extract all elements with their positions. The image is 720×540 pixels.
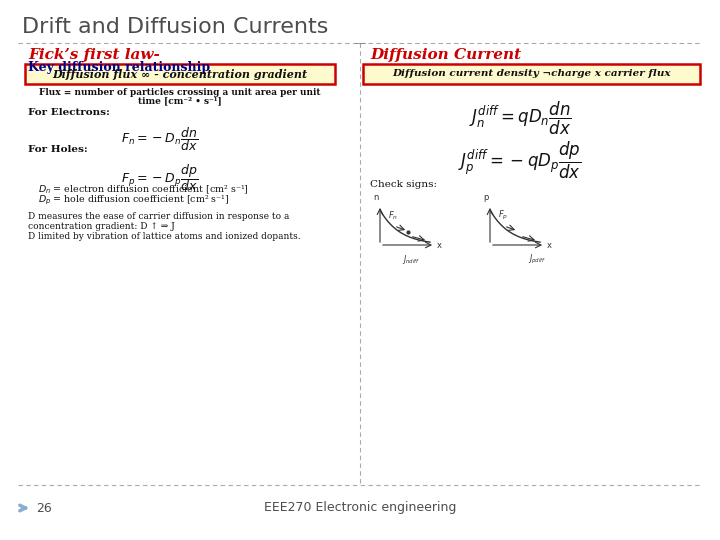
Text: D limited by vibration of lattice atoms and ionized dopants.: D limited by vibration of lattice atoms …: [28, 232, 301, 241]
Text: n: n: [373, 193, 379, 202]
Text: $J_{ndiff}$: $J_{ndiff}$: [402, 253, 420, 266]
Text: Flux = number of particles crossing a unit area per unit: Flux = number of particles crossing a un…: [40, 88, 320, 97]
FancyBboxPatch shape: [363, 64, 700, 84]
Text: $J_{pdiff}$: $J_{pdiff}$: [528, 253, 546, 266]
FancyBboxPatch shape: [25, 64, 335, 84]
Text: Diffusion Current: Diffusion Current: [370, 48, 521, 62]
Text: Drift and Diffusion Currents: Drift and Diffusion Currents: [22, 17, 328, 37]
Text: $F_n$: $F_n$: [388, 210, 398, 222]
Text: For Holes:: For Holes:: [28, 145, 88, 154]
Text: concentration gradient: D ↑ ⇒ J: concentration gradient: D ↑ ⇒ J: [28, 222, 175, 231]
Text: time [cm⁻² • s⁻¹]: time [cm⁻² • s⁻¹]: [138, 96, 222, 105]
Text: $F_n = -D_n\dfrac{dn}{dx}$: $F_n = -D_n\dfrac{dn}{dx}$: [122, 125, 199, 153]
Text: 26: 26: [36, 502, 52, 515]
Text: $J_n^{diff} = qD_n\dfrac{dn}{dx}$: $J_n^{diff} = qD_n\dfrac{dn}{dx}$: [469, 100, 572, 137]
Text: $J_p^{diff} = -qD_p\dfrac{dp}{dx}$: $J_p^{diff} = -qD_p\dfrac{dp}{dx}$: [459, 140, 582, 181]
Text: Check signs:: Check signs:: [370, 180, 437, 189]
Text: p: p: [483, 193, 489, 202]
Text: D measures the ease of carrier diffusion in response to a: D measures the ease of carrier diffusion…: [28, 212, 289, 221]
Text: Diffusion flux ∞ - concentration gradient: Diffusion flux ∞ - concentration gradien…: [53, 69, 307, 79]
Text: EEE270 Electronic engineering: EEE270 Electronic engineering: [264, 502, 456, 515]
Text: $F_p$: $F_p$: [498, 209, 508, 222]
Text: $D_n$ = electron diffusion coefficient [cm² s⁻¹]: $D_n$ = electron diffusion coefficient […: [38, 184, 248, 197]
Text: x: x: [547, 240, 552, 249]
Text: Fick’s first law-: Fick’s first law-: [28, 48, 160, 62]
Text: $F_p = -D_p\dfrac{dp}{dx}$: $F_p = -D_p\dfrac{dp}{dx}$: [122, 162, 199, 193]
Text: x: x: [437, 240, 442, 249]
Text: Key diffusion relationship: Key diffusion relationship: [28, 61, 210, 74]
Text: $D_p$ = hole diffusion coefficient [cm² s⁻¹]: $D_p$ = hole diffusion coefficient [cm² …: [38, 194, 230, 207]
Text: Diffusion current density ¬charge x carrier flux: Diffusion current density ¬charge x carr…: [392, 70, 670, 78]
Text: For Electrons:: For Electrons:: [28, 108, 110, 117]
